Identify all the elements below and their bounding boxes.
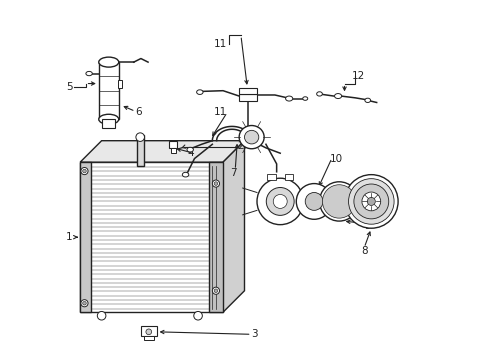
Ellipse shape — [86, 71, 92, 76]
Ellipse shape — [361, 192, 380, 211]
Circle shape — [214, 182, 217, 185]
Ellipse shape — [364, 98, 370, 103]
Text: 4: 4 — [187, 148, 194, 158]
Text: 9: 9 — [364, 221, 370, 231]
Circle shape — [212, 180, 219, 187]
Text: 2: 2 — [237, 141, 244, 151]
Circle shape — [82, 301, 86, 305]
Ellipse shape — [333, 195, 345, 207]
Bar — [118, 80, 122, 88]
Bar — [266, 174, 275, 180]
Circle shape — [82, 169, 86, 173]
Ellipse shape — [366, 197, 375, 206]
Ellipse shape — [319, 182, 358, 221]
Polygon shape — [223, 141, 244, 312]
Ellipse shape — [353, 184, 388, 219]
Circle shape — [81, 300, 88, 307]
Circle shape — [193, 311, 202, 320]
Ellipse shape — [244, 130, 258, 144]
Ellipse shape — [326, 190, 350, 213]
Text: 3: 3 — [251, 329, 258, 339]
Ellipse shape — [285, 96, 292, 101]
Ellipse shape — [305, 193, 323, 210]
Ellipse shape — [182, 172, 188, 177]
Bar — [141, 326, 156, 336]
Text: 5: 5 — [66, 82, 73, 92]
Text: 12: 12 — [351, 71, 364, 81]
Text: 8: 8 — [360, 247, 366, 256]
Ellipse shape — [99, 114, 119, 124]
Ellipse shape — [257, 178, 303, 225]
Circle shape — [81, 167, 88, 175]
Ellipse shape — [273, 194, 286, 208]
Ellipse shape — [196, 90, 203, 94]
Bar — [102, 119, 115, 128]
Ellipse shape — [99, 57, 119, 67]
Ellipse shape — [348, 179, 393, 224]
Circle shape — [212, 287, 219, 294]
Bar — [99, 62, 119, 119]
Bar — [169, 141, 177, 148]
Text: 11: 11 — [213, 107, 226, 117]
Bar — [239, 94, 257, 102]
Bar — [136, 135, 143, 166]
Bar — [143, 336, 153, 341]
Bar — [208, 162, 223, 312]
Bar — [239, 88, 257, 94]
Text: 7: 7 — [230, 168, 237, 178]
Text: 6: 6 — [135, 107, 142, 117]
Ellipse shape — [239, 126, 264, 149]
Circle shape — [97, 311, 106, 320]
Ellipse shape — [334, 94, 341, 99]
Bar — [285, 174, 293, 180]
Circle shape — [145, 329, 151, 335]
Text: 10: 10 — [329, 154, 343, 163]
Circle shape — [136, 133, 144, 141]
Polygon shape — [80, 141, 244, 162]
Ellipse shape — [344, 175, 397, 228]
Text: 11: 11 — [213, 39, 226, 49]
Ellipse shape — [316, 92, 322, 96]
Bar — [171, 148, 176, 153]
Ellipse shape — [266, 188, 294, 215]
Polygon shape — [80, 162, 223, 312]
Text: 1: 1 — [66, 232, 73, 242]
Ellipse shape — [296, 184, 331, 219]
Ellipse shape — [302, 97, 307, 100]
Bar — [80, 162, 91, 312]
Circle shape — [214, 289, 217, 293]
Ellipse shape — [186, 147, 193, 152]
Ellipse shape — [322, 185, 355, 218]
